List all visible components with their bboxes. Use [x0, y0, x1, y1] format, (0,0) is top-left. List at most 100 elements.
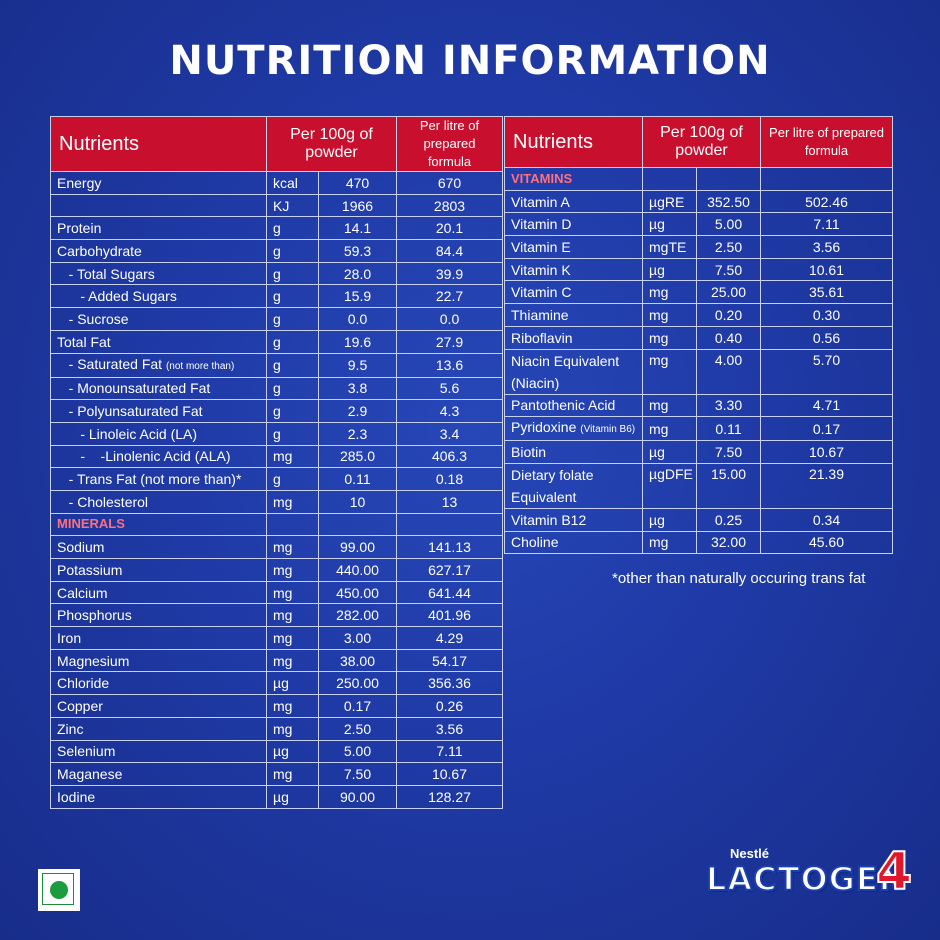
value-per-100g: 0.40	[696, 325, 761, 350]
table-row: Calcium mg 450.00 641.44	[50, 580, 503, 605]
value-per-litre: 502.46	[760, 189, 893, 214]
nutrient-label: - Saturated Fat	[57, 355, 163, 372]
value-per-litre: 4.71	[760, 393, 893, 418]
unit-cell: g	[266, 261, 319, 286]
empty-cell	[760, 167, 893, 191]
table-row: Thiamine mg 0.20 0.30	[504, 303, 893, 327]
nutrient-label: - Linoleic Acid (LA)	[57, 425, 198, 442]
nutrition-table-right: Nutrients Per 100g of powder Per litre o…	[504, 116, 893, 555]
nutrient-name: Sodium	[50, 535, 267, 559]
value-per-100g: 9.5	[318, 352, 397, 378]
value-per-litre: 13.6	[396, 352, 503, 378]
value-per-100g: 2.3	[318, 421, 397, 446]
table-row: Maganese mg 7.50 10.67	[50, 762, 503, 786]
nutrient-label: Iodine	[57, 788, 96, 805]
nutrient-name: Dietary folate Equivalent	[504, 462, 643, 509]
section-heading: VITAMINS	[504, 167, 643, 191]
nutrient-name: - Linoleic Acid (LA)	[50, 421, 267, 446]
unit-cell: g	[266, 216, 319, 241]
nutrient-name: - Cholesterol	[50, 489, 267, 514]
nutrient-name: Vitamin A	[504, 189, 643, 214]
value-per-litre: 10.67	[760, 440, 893, 464]
nutrient-label: Vitamin C	[511, 284, 572, 301]
value-per-litre: 0.18	[396, 467, 503, 491]
empty-cell	[642, 167, 697, 191]
value-per-100g: 15.00	[696, 462, 761, 509]
value-per-100g: 3.30	[696, 393, 761, 418]
value-per-litre: 10.67	[396, 762, 503, 786]
nutrient-name: Phosphorus	[50, 603, 267, 628]
nutrient-name: - Polyunsaturated Fat	[50, 399, 267, 423]
nutrient-name: Niacin Equivalent (Niacin)	[504, 348, 643, 395]
table-row: Iron mg 3.00 4.29	[50, 626, 503, 650]
value-per-100g: 5.00	[318, 739, 397, 764]
unit-cell: g	[266, 376, 319, 401]
table-row: VITAMINS	[504, 167, 893, 191]
nutrient-note: (Vitamin B6)	[580, 424, 636, 436]
footnote: *other than naturally occuring trans fat	[612, 570, 866, 587]
table-row: Iodine µg 90.00 128.27	[50, 784, 503, 809]
value-per-100g: 99.00	[318, 535, 397, 559]
value-per-100g: 2.50	[318, 716, 397, 741]
nutrient-name: - Monounsaturated Fat	[50, 376, 267, 401]
nutrient-label: - Monounsaturated Fat	[57, 380, 211, 397]
empty-cell	[396, 512, 503, 537]
table-row: Potassium mg 440.00 627.17	[50, 558, 503, 582]
table-row: Biotin µg 7.50 10.67	[504, 440, 893, 464]
value-per-100g: 2.50	[696, 235, 761, 259]
unit-cell: mg	[266, 603, 319, 628]
nutrient-name: Copper	[50, 694, 267, 718]
nutrient-label: Biotin	[511, 444, 547, 461]
nutrient-name: Iodine	[50, 784, 267, 809]
lactogen-logo: Nestlé LACTOGEN 4	[700, 836, 915, 916]
table-row: Phosphorus mg 282.00 401.96	[50, 603, 503, 628]
nutrient-label: - Total Sugars	[57, 265, 155, 282]
nutrient-label: - Trans Fat (not more than)*	[57, 471, 242, 488]
unit-cell: mg	[266, 694, 319, 718]
nutrient-note: (not more than)	[165, 360, 235, 372]
unit-cell: mg	[642, 303, 697, 327]
value-per-litre: 356.36	[396, 671, 503, 696]
nutrient-name: Vitamin C	[504, 280, 643, 305]
nutrient-name: - Saturated Fat (not more than)	[50, 352, 267, 378]
table-row: Pyridoxine (Vitamin B6) mg 0.11 0.17	[504, 416, 893, 442]
value-per-100g: 0.0	[318, 307, 397, 331]
value-per-100g: 15.9	[318, 284, 397, 309]
value-per-100g: 0.25	[696, 507, 761, 532]
value-per-100g: 7.50	[318, 762, 397, 786]
unit-cell: µg	[642, 257, 697, 282]
header-per-litre: Per litre of prepared formula	[760, 116, 893, 168]
value-per-litre: 3.56	[396, 716, 503, 741]
nutrient-label: Maganese	[57, 766, 123, 783]
value-per-litre: 401.96	[396, 603, 503, 628]
table-row: - Cholesterol mg 10 13	[50, 489, 503, 514]
value-per-litre: 10.61	[760, 257, 893, 282]
nutrient-name: Protein	[50, 216, 267, 241]
unit-cell: mg	[642, 325, 697, 350]
value-per-litre: 0.56	[760, 325, 893, 350]
value-per-litre: 406.3	[396, 444, 503, 469]
table-row: - Trans Fat (not more than)* g 0.11 0.18	[50, 467, 503, 491]
value-per-litre: 5.70	[760, 348, 893, 395]
nutrient-name: Total Fat	[50, 329, 267, 354]
nutrient-label: Chloride	[57, 675, 110, 692]
nutrient-name: Iron	[50, 626, 267, 650]
table-row: Vitamin A µgRE 352.50 502.46	[504, 189, 893, 214]
table-row: - Linoleic Acid (LA) g 2.3 3.4	[50, 421, 503, 446]
nutrient-label: Thiamine	[511, 306, 569, 323]
nutrient-name: Riboflavin	[504, 325, 643, 350]
value-per-litre: 5.6	[396, 376, 503, 401]
unit-cell: mg	[266, 535, 319, 559]
value-per-litre: 0.17	[760, 416, 893, 442]
unit-cell: kcal	[266, 171, 319, 195]
nutrient-label: Potassium	[57, 561, 123, 578]
unit-cell: mg	[642, 393, 697, 418]
nutrient-label: Vitamin K	[511, 261, 571, 278]
value-per-100g: 5.00	[696, 212, 761, 237]
nutrient-name: Maganese	[50, 762, 267, 786]
value-per-litre: 4.3	[396, 399, 503, 423]
unit-cell: g	[266, 239, 319, 263]
value-per-100g: 285.0	[318, 444, 397, 469]
nutrient-label: Riboflavin	[511, 329, 573, 346]
unit-cell: mg	[642, 530, 697, 555]
